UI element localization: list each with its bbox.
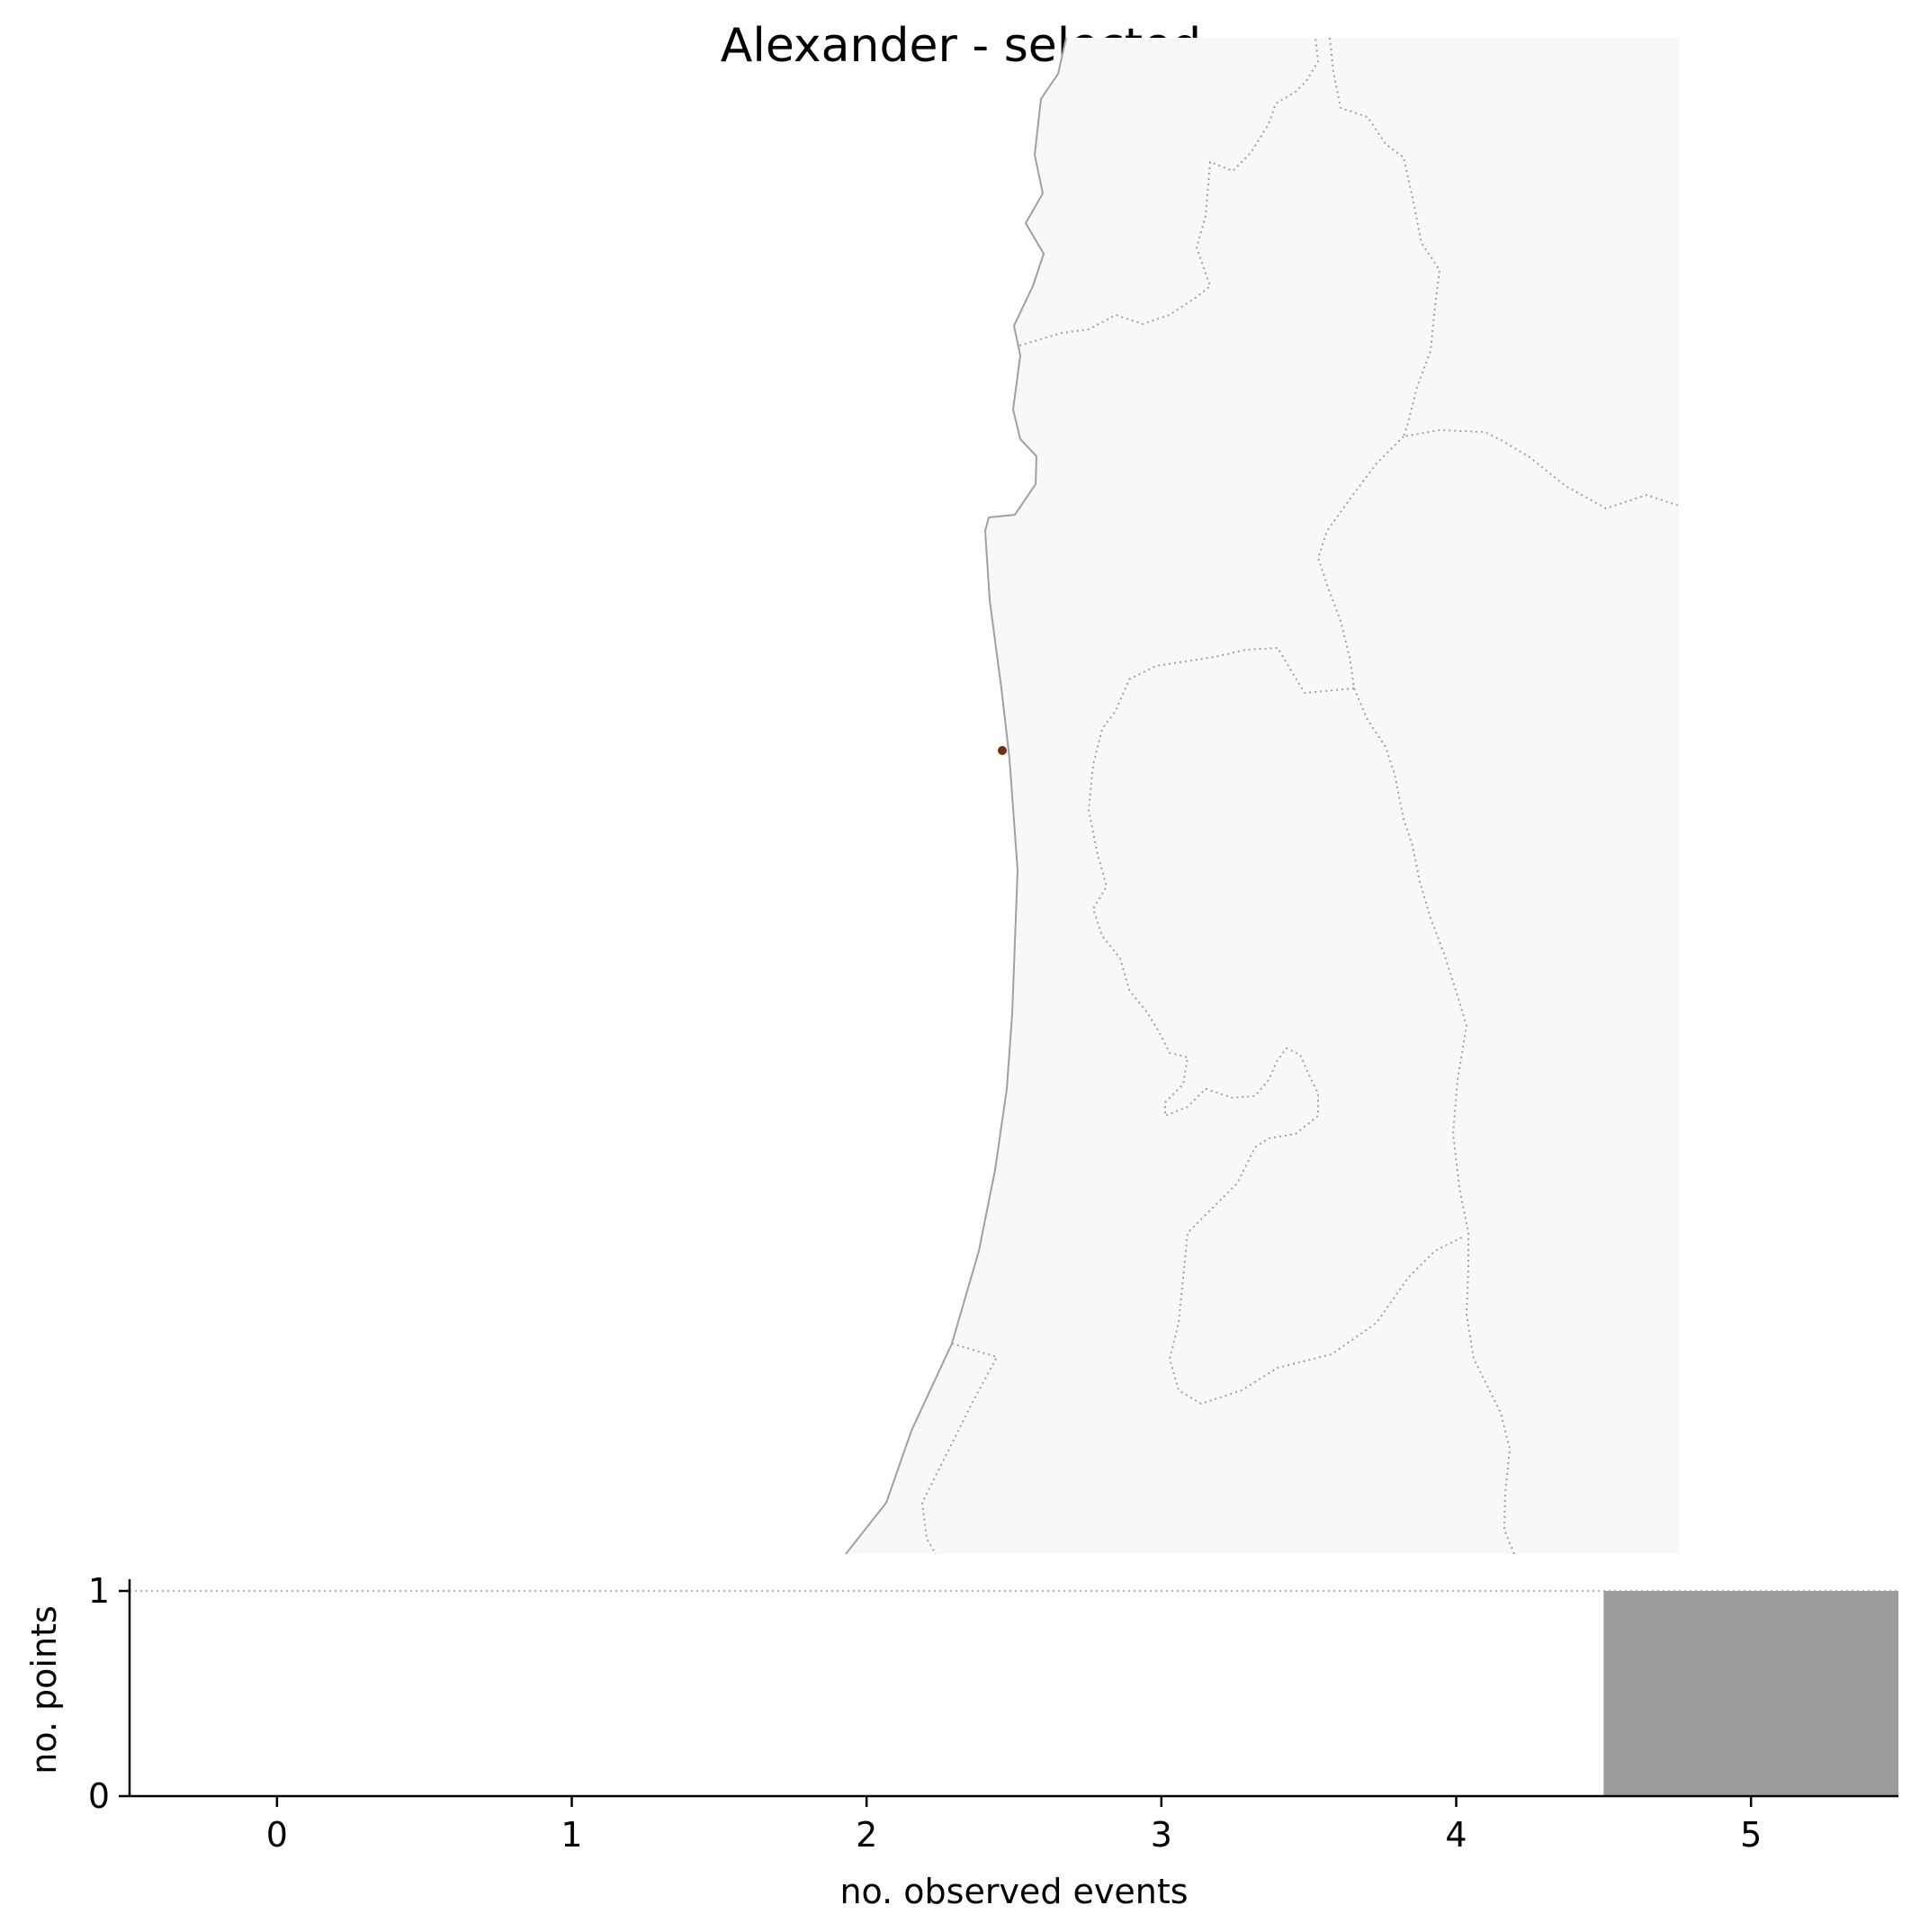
border-west-bank [1087, 646, 1463, 1406]
y-tick-label-1: 1 [88, 1571, 110, 1611]
x-axis-label: no. observed events [839, 1872, 1188, 1911]
x-tick-label-4: 4 [1445, 1815, 1467, 1855]
y-axis-label: no. points [24, 1605, 64, 1775]
x-ticks: 0 1 2 3 4 5 [266, 1796, 1762, 1855]
bar-5 [1603, 1591, 1898, 1796]
observation-point[interactable] [998, 746, 1007, 755]
land-area [850, 38, 1679, 1554]
x-tick-label-5: 5 [1740, 1815, 1762, 1855]
x-tick-label-2: 2 [856, 1815, 877, 1855]
y-ticks: 01 [88, 1571, 130, 1816]
x-tick-label-3: 3 [1151, 1815, 1172, 1855]
y-tick-label-0: 0 [88, 1776, 110, 1816]
x-tick-label-0: 0 [266, 1815, 288, 1855]
border-jordan [1316, 436, 1515, 1555]
map-panel [845, 37, 1680, 1555]
x-tick-label-1: 1 [561, 1815, 582, 1855]
coastline [845, 37, 1067, 1555]
border-north [1018, 37, 1320, 346]
histogram-bars [1603, 1591, 1898, 1796]
